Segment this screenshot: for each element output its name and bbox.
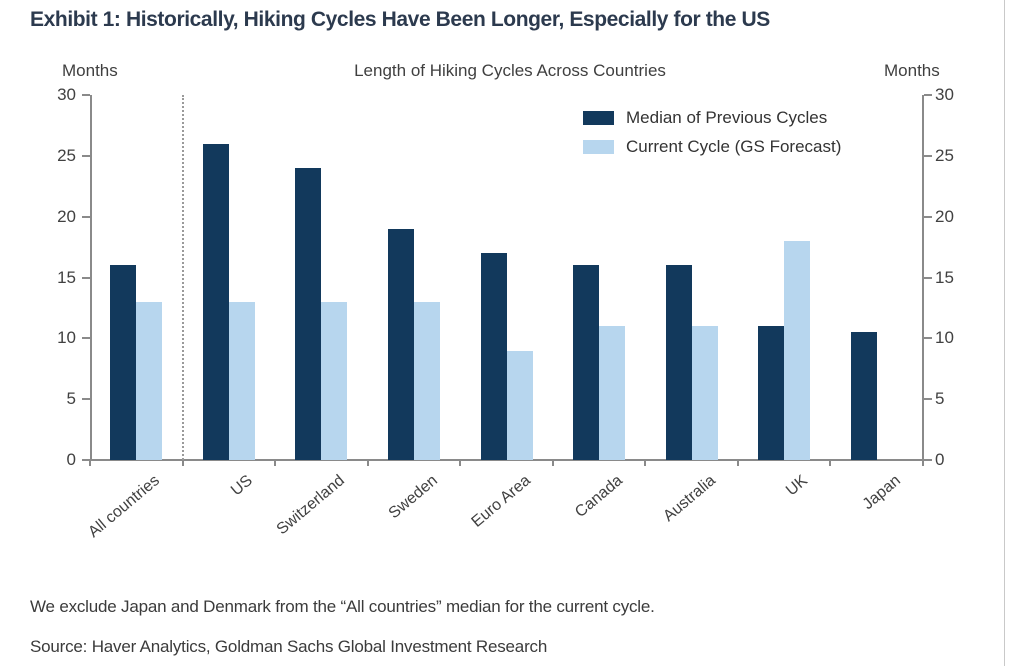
bar-median-Euro-Area (480, 253, 507, 460)
x-tick-5 (551, 461, 554, 466)
x-label-Sweden: Sweden (385, 472, 441, 523)
y-tick-label-left-5: 5 (66, 389, 76, 409)
y-tick-label-left-25: 25 (57, 145, 76, 165)
x-tick-7 (736, 461, 739, 466)
x-label-UK: UK (783, 472, 812, 500)
x-label-Euro-Area: Euro Area (467, 472, 534, 531)
bar-current-Sweden (413, 301, 440, 460)
y-tick-left-25 (82, 154, 90, 157)
legend-row-current: Current Cycle (GS Forecast) (583, 137, 841, 157)
y-tick-label-left-15: 15 (57, 267, 76, 287)
y-tick-right-10 (924, 337, 932, 340)
legend-swatch-median (583, 111, 614, 125)
y-tick-left-30 (82, 94, 90, 96)
y-tick-left-5 (82, 398, 90, 401)
y-tick-left-20 (82, 215, 90, 218)
x-label-US: US (227, 472, 256, 500)
legend: Median of Previous Cycles Current Cycle … (583, 108, 841, 166)
legend-label-median: Median of Previous Cycles (626, 108, 828, 127)
y-tick-right-15 (924, 276, 932, 279)
legend-swatch-current (583, 140, 614, 154)
legend-row-median: Median of Previous Cycles (583, 108, 841, 128)
bar-median-Japan (850, 332, 877, 460)
y-axis-left (90, 95, 92, 460)
x-label-Australia: Australia (659, 472, 719, 526)
bar-current-Euro-Area (506, 350, 533, 460)
y-tick-label-right-25: 25 (935, 145, 954, 165)
y-tick-label-left-10: 10 (57, 328, 76, 348)
y-tick-label-left-20: 20 (57, 206, 76, 226)
bar-median-Sweden (387, 228, 414, 460)
y-tick-right-5 (924, 398, 932, 401)
bar-median-Australia (665, 265, 692, 460)
page-title: Exhibit 1: Historically, Hiking Cycles H… (30, 8, 770, 31)
y-tick-right-30 (924, 94, 932, 96)
separator-line (181, 95, 184, 460)
x-tick-1 (181, 461, 184, 466)
x-tick-0 (89, 461, 91, 466)
chart-title: Length of Hiking Cycles Across Countries (354, 61, 666, 80)
bar-median-UK (758, 326, 785, 460)
y-tick-label-left-0: 0 (66, 450, 76, 469)
x-label-Japan: Japan (859, 472, 904, 514)
x-axis (90, 459, 924, 461)
bar-current-Canada (599, 326, 626, 460)
y-tick-left-10 (82, 337, 90, 340)
x-label-Canada: Canada (572, 472, 626, 522)
y-tick-label-right-15: 15 (935, 267, 954, 287)
y-tick-label-right-5: 5 (935, 389, 945, 409)
bar-median-Canada (573, 265, 600, 460)
y-tick-label-left-30: 30 (57, 85, 76, 104)
bar-current-All-countries (136, 301, 163, 460)
source-text: Source: Haver Analytics, Goldman Sachs G… (30, 637, 548, 656)
x-tick-6 (644, 461, 647, 466)
bar-current-UK (784, 241, 811, 460)
page-edge-line (1004, 0, 1005, 666)
y-tick-left-0 (82, 459, 90, 461)
y-tick-label-right-30: 30 (935, 85, 954, 104)
y-tick-label-right-10: 10 (935, 328, 954, 348)
x-tick-2 (274, 461, 277, 466)
bar-current-Switzerland (321, 301, 348, 460)
y-tick-label-right-0: 0 (935, 450, 945, 469)
y-tick-right-25 (924, 154, 932, 157)
y-tick-right-0 (924, 459, 932, 461)
y-axis-right (922, 95, 924, 460)
y-tick-right-20 (924, 215, 932, 218)
y-axis-label-left: Months (62, 61, 118, 80)
x-tick-9 (922, 461, 924, 466)
x-tick-3 (366, 461, 369, 466)
bar-median-US (202, 143, 229, 460)
legend-label-current: Current Cycle (GS Forecast) (626, 137, 842, 156)
y-axis-label-right: Months (884, 61, 940, 80)
x-tick-8 (829, 461, 832, 466)
bar-current-Australia (691, 326, 718, 460)
bar-median-All-countries (110, 265, 137, 460)
x-tick-4 (459, 461, 462, 466)
bar-median-Switzerland (295, 168, 322, 460)
y-tick-left-15 (82, 276, 90, 279)
x-label-All-countries: All countries (85, 472, 164, 542)
bar-current-US (228, 301, 255, 460)
footnote-text: We exclude Japan and Denmark from the “A… (30, 597, 655, 616)
y-tick-label-right-20: 20 (935, 206, 954, 226)
x-label-Switzerland: Switzerland (274, 472, 349, 539)
